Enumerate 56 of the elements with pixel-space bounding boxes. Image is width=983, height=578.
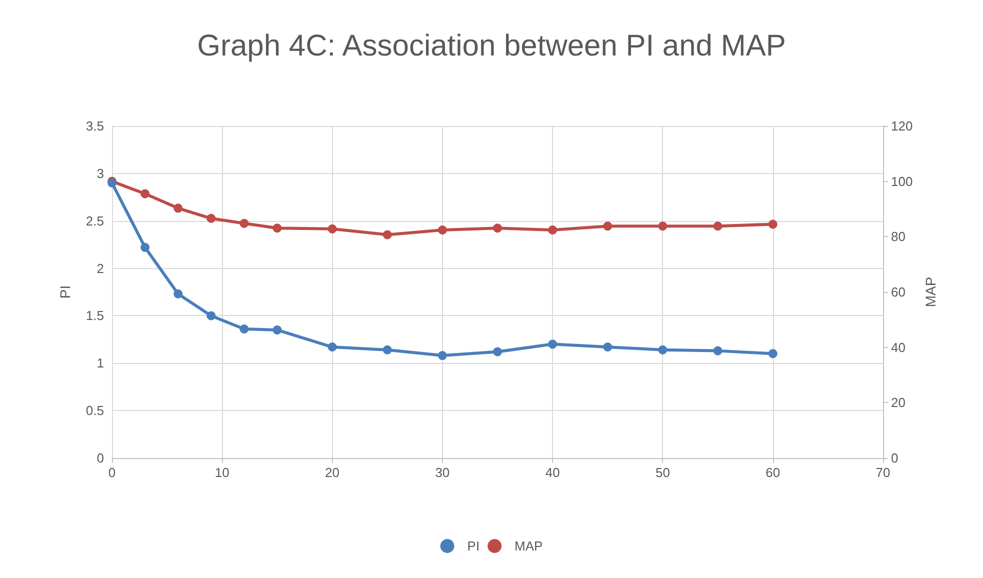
point xyxy=(493,347,502,356)
point xyxy=(240,218,249,228)
point xyxy=(140,242,150,252)
y2-tick-label: 60 xyxy=(891,284,906,300)
point xyxy=(328,224,337,234)
y-axis-title: PI xyxy=(57,285,73,299)
y2-tick-label: 120 xyxy=(891,118,913,134)
point xyxy=(493,224,502,233)
y-tick-label: 3 xyxy=(96,166,104,181)
x-tick-label: 50 xyxy=(655,465,670,480)
point xyxy=(272,224,282,233)
y-tick-label: 0.5 xyxy=(86,403,104,418)
x-tick-label: 10 xyxy=(214,465,230,480)
point xyxy=(438,351,447,360)
y2-tick-label: 80 xyxy=(891,229,906,244)
x-tick-label: 40 xyxy=(545,465,560,480)
point xyxy=(140,189,150,198)
legend-label: PI xyxy=(467,538,480,554)
point xyxy=(382,345,392,354)
x-tick-label: 20 xyxy=(325,465,340,480)
y-tick-label: 1 xyxy=(96,356,104,371)
x-tick-label: 70 xyxy=(876,465,890,480)
y-tick-label: 0 xyxy=(96,450,104,466)
y2-axis-title: MAP xyxy=(922,276,939,308)
y2-tick-label: 100 xyxy=(891,174,913,189)
point xyxy=(174,289,183,298)
chart-title: Graph 4C: Association between PI and MAP xyxy=(197,30,786,62)
point xyxy=(658,345,668,354)
legend-label: MAP xyxy=(514,538,543,554)
point xyxy=(438,226,447,235)
point xyxy=(206,214,216,223)
point xyxy=(603,342,612,352)
point xyxy=(328,342,337,352)
y2-tick-label: 20 xyxy=(891,395,906,410)
point xyxy=(382,230,392,240)
point xyxy=(768,220,778,229)
point xyxy=(272,325,282,334)
point xyxy=(768,349,778,358)
y2-tick-label: 0 xyxy=(891,450,898,466)
point xyxy=(548,226,558,235)
point xyxy=(603,222,612,231)
x-tick-label: 0 xyxy=(108,465,116,480)
x-tick-label: 60 xyxy=(766,465,780,480)
y-tick-label: 1.5 xyxy=(86,308,104,324)
point xyxy=(658,222,668,231)
point xyxy=(174,204,183,213)
y-tick-label: 2 xyxy=(96,260,104,276)
point xyxy=(206,311,216,320)
x-tick-label: 30 xyxy=(435,465,450,480)
point xyxy=(548,340,558,349)
y-tick-label: 3.5 xyxy=(86,118,104,134)
point xyxy=(713,346,722,356)
y-tick-label: 2.5 xyxy=(86,213,104,228)
point xyxy=(240,324,249,334)
y2-tick-label: 40 xyxy=(891,340,906,355)
point xyxy=(713,222,722,231)
